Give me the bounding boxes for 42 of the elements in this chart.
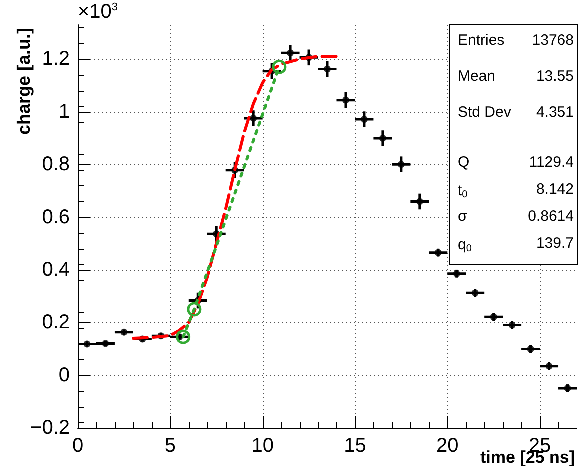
point	[434, 249, 442, 256]
text: Mean 13.55	[458, 68, 574, 85]
x-tick-label: 5	[164, 435, 176, 457]
point	[176, 330, 191, 344]
point	[453, 270, 460, 278]
y-tick-label: 0.2	[42, 312, 70, 334]
y-tick-label: 1.2	[42, 48, 70, 70]
point	[342, 96, 350, 104]
point	[527, 346, 534, 353]
point	[472, 290, 479, 297]
x-tick-label: 20	[436, 435, 459, 457]
point	[508, 322, 516, 329]
point	[398, 161, 405, 168]
y-tick-label: −0.2	[30, 417, 70, 439]
y-tick-label: 1	[58, 100, 70, 123]
point	[250, 115, 258, 122]
x-tick-label: 15	[344, 435, 366, 457]
point	[416, 198, 424, 206]
point	[120, 328, 128, 336]
text: Q 1129.4	[458, 154, 574, 171]
point	[546, 362, 553, 370]
y-tick-label: 0.6	[42, 206, 70, 228]
point	[187, 302, 202, 317]
point	[84, 340, 91, 348]
line-series	[132, 55, 338, 340]
text: Std Dev 4.351	[458, 104, 574, 121]
point	[102, 340, 110, 348]
y-tick-label: 0	[58, 364, 70, 386]
y-axis-title: charge [a.u.]	[14, 28, 34, 136]
point	[490, 314, 498, 321]
point	[272, 60, 287, 74]
point	[287, 50, 294, 57]
point	[324, 66, 331, 73]
point	[360, 116, 368, 124]
y-tick-label: 0.4	[42, 258, 70, 281]
y-tick-label: 0.8	[42, 154, 70, 176]
text: Entries 13768	[458, 32, 574, 49]
text: σ 0.8614	[458, 208, 574, 225]
point	[564, 384, 572, 392]
x-tick-label: 0	[72, 435, 84, 457]
point	[379, 135, 386, 142]
x-tick-label: 10	[252, 435, 274, 457]
